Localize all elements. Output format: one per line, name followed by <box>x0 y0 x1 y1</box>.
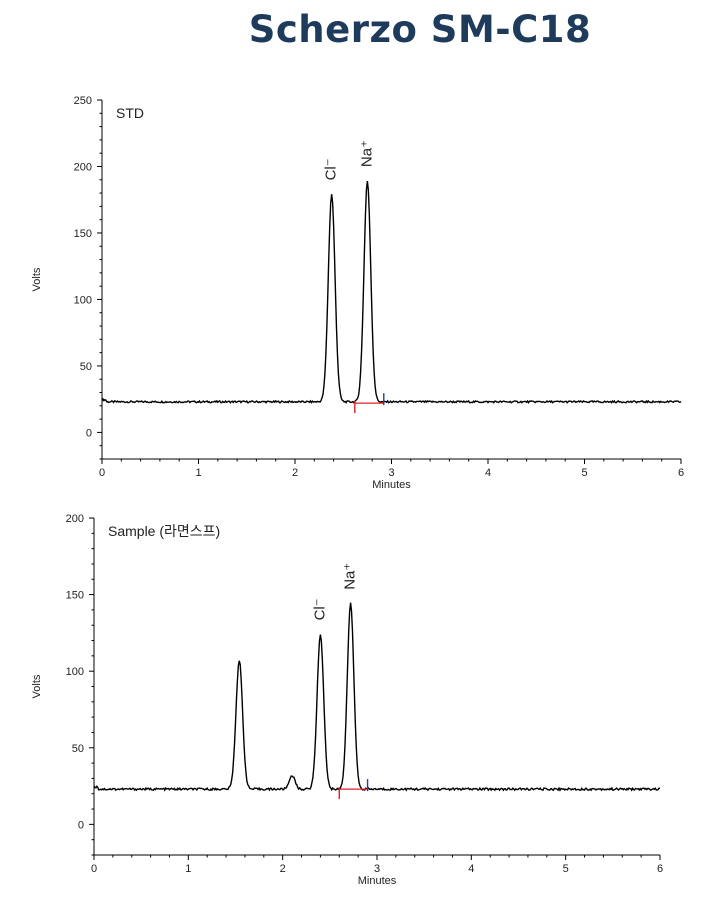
x-axis-label: Minutes <box>358 875 397 887</box>
x-tick-label: 1 <box>185 863 191 875</box>
x-axis-label: Minutes <box>372 479 411 491</box>
x-tick-label: 4 <box>468 863 474 875</box>
peak-label: Cl⁻ <box>311 598 328 620</box>
std-chromatogram: 0 50 100 150 200 250 0 1 2 3 4 5 6 Minutes Volts STD Cl⁻… <box>31 95 684 491</box>
y-tick-label: 150 <box>74 228 92 240</box>
panel-label: Sample (라면스프) <box>108 523 220 539</box>
x-tick-label: 2 <box>292 467 298 479</box>
signal-trace <box>93 602 661 792</box>
y-tick-label: 0 <box>78 819 84 831</box>
x-tick-label: 5 <box>581 467 587 479</box>
signal-trace <box>101 181 682 405</box>
sample-chromatogram: 0 50 100 150 200 0 1 2 3 4 5 6 Minutes Volts Sample (라… <box>31 513 663 887</box>
x-tick-label: 4 <box>485 467 491 479</box>
y-axis-label: Volts <box>31 674 43 698</box>
y-tick-label: 50 <box>80 361 92 373</box>
x-tick-label: 6 <box>657 863 663 875</box>
peak-label: Cl⁻ <box>323 158 340 180</box>
x-tick-label: 3 <box>374 863 380 875</box>
peak-label: Na⁺ <box>342 563 359 590</box>
y-tick-label: 50 <box>72 743 84 755</box>
x-tick-label: 0 <box>91 863 97 875</box>
x-tick-label: 1 <box>195 467 201 479</box>
y-tick-label: 0 <box>86 427 92 439</box>
y-tick-label: 150 <box>66 590 84 602</box>
y-tick-label: 100 <box>74 294 92 306</box>
x-tick-label: 6 <box>678 467 684 479</box>
panel-label: STD <box>116 105 144 121</box>
page-title: Scherzo SM-C18 <box>248 8 592 51</box>
y-tick-label: 250 <box>74 95 92 107</box>
y-tick-label: 200 <box>74 161 92 173</box>
y-tick-label: 200 <box>66 513 84 525</box>
x-tick-label: 0 <box>99 467 105 479</box>
x-tick-label: 2 <box>280 863 286 875</box>
y-tick-label: 100 <box>66 666 84 678</box>
x-tick-label: 5 <box>563 863 569 875</box>
x-tick-label: 3 <box>388 467 394 479</box>
peak-label: Na⁺ <box>358 140 375 167</box>
y-axis-label: Volts <box>31 267 43 291</box>
